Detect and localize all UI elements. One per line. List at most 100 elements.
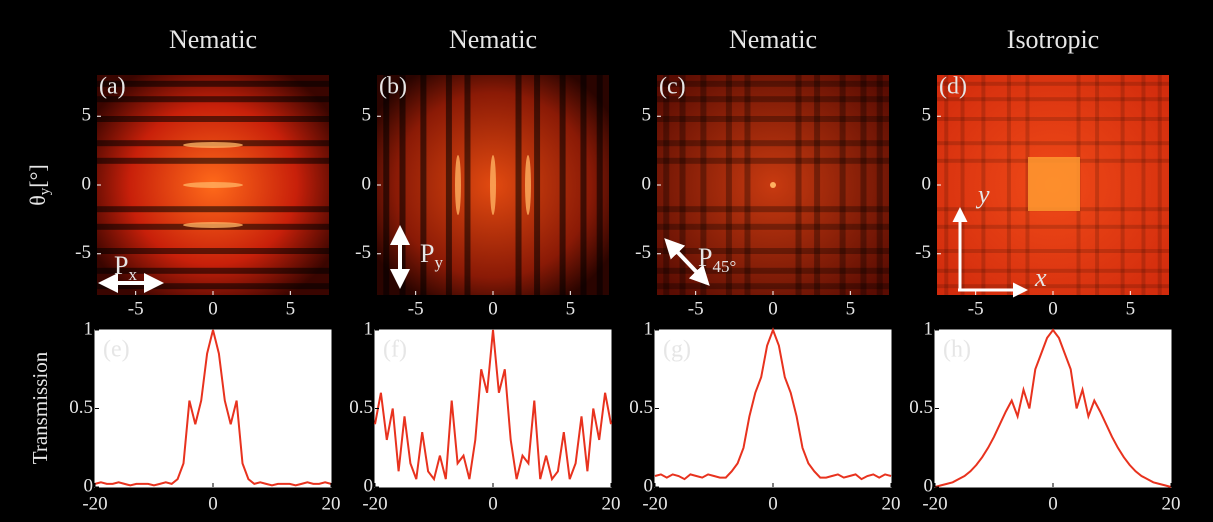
y-axis-label: θy[°] bbox=[25, 164, 53, 206]
panel-label: (f) bbox=[383, 337, 407, 363]
axis-arrow-label: y bbox=[975, 180, 990, 209]
stripe bbox=[814, 75, 821, 295]
fringe bbox=[770, 182, 776, 188]
stripe bbox=[657, 223, 889, 230]
stripe bbox=[1006, 75, 1011, 295]
stripe bbox=[725, 75, 732, 295]
y-tick-label: 0 bbox=[362, 173, 372, 194]
panel-title: Nematic bbox=[729, 25, 817, 54]
y-tick-label: -5 bbox=[635, 242, 651, 263]
fringe bbox=[183, 182, 243, 188]
line bbox=[94, 329, 332, 487]
stripe bbox=[937, 81, 1169, 86]
x-tick-label: 0 bbox=[488, 493, 498, 514]
y-tick-label: 0 bbox=[642, 173, 652, 194]
stripe bbox=[1025, 75, 1030, 295]
stripe bbox=[97, 248, 329, 254]
y-tick-label: -5 bbox=[355, 242, 371, 263]
polarizer-arrow bbox=[664, 238, 710, 286]
stripe bbox=[981, 75, 986, 295]
stripe bbox=[657, 140, 889, 147]
polarizer-sub: 45° bbox=[712, 257, 736, 276]
y-tick-label: 0.5 bbox=[349, 397, 373, 418]
bright-square bbox=[1028, 157, 1080, 211]
y-tick-label: 0 bbox=[84, 475, 94, 496]
line bbox=[654, 327, 892, 481]
stripe bbox=[937, 97, 1169, 102]
plot-frame bbox=[374, 329, 612, 488]
stripe bbox=[657, 80, 889, 87]
stripe bbox=[795, 75, 802, 295]
y-tick-label: 0.5 bbox=[69, 397, 93, 418]
stripe bbox=[657, 283, 889, 290]
stripe bbox=[860, 75, 867, 295]
x-tick-label: 20 bbox=[1162, 493, 1181, 514]
fringe bbox=[490, 155, 496, 215]
fringe bbox=[455, 155, 461, 215]
y-tick-label: 0 bbox=[644, 475, 654, 496]
x-tick-label: 0 bbox=[1048, 493, 1058, 514]
x-tick-label: -20 bbox=[642, 493, 667, 514]
stripe bbox=[1141, 75, 1146, 295]
x-tick-label: -20 bbox=[922, 493, 947, 514]
stripe bbox=[657, 267, 889, 274]
panel-label: (d) bbox=[939, 74, 967, 100]
stripe bbox=[580, 75, 587, 295]
y-tick-label: 0.5 bbox=[909, 397, 933, 418]
stripe bbox=[97, 283, 329, 290]
stripe bbox=[937, 141, 1169, 146]
stripe bbox=[663, 75, 670, 295]
stripe bbox=[657, 157, 889, 164]
stripe bbox=[464, 75, 471, 295]
polarizer-label: Px bbox=[114, 251, 137, 284]
x-tick-label: -5 bbox=[688, 298, 704, 319]
y-axis-label: Transmission bbox=[28, 351, 52, 464]
stripe bbox=[596, 75, 603, 295]
panel-label: (b) bbox=[379, 74, 407, 100]
stripe bbox=[97, 206, 329, 213]
plot-frame bbox=[934, 329, 1172, 488]
panel-title: Isotropic bbox=[1007, 25, 1099, 54]
stripe bbox=[97, 267, 329, 274]
stripe bbox=[937, 249, 1169, 253]
polarizer-sub: y bbox=[434, 253, 443, 272]
stripe bbox=[559, 75, 566, 295]
fringe bbox=[183, 222, 243, 228]
axis-arrow-label: x bbox=[1034, 263, 1047, 292]
y-label-sub: y bbox=[37, 187, 53, 195]
y-label-main: θ bbox=[25, 195, 50, 206]
stripe bbox=[1095, 75, 1100, 295]
x-tick-label: 0 bbox=[488, 298, 498, 319]
x-tick-label: 0 bbox=[1048, 298, 1058, 319]
stripe bbox=[937, 268, 1169, 273]
x-tick-label: 5 bbox=[1126, 298, 1136, 319]
polarizer-main: P bbox=[420, 239, 434, 268]
stripe bbox=[445, 75, 452, 295]
stripe bbox=[657, 116, 889, 122]
y-tick-label: 0 bbox=[922, 173, 932, 194]
y-tick-label: 5 bbox=[362, 105, 372, 126]
y-tick-label: 0 bbox=[82, 173, 92, 194]
x-tick-label: 5 bbox=[286, 298, 296, 319]
x-tick-label: 20 bbox=[882, 493, 901, 514]
polarizer-label: P45° bbox=[698, 243, 736, 276]
x-tick-label: 0 bbox=[768, 493, 778, 514]
stripe bbox=[534, 75, 541, 295]
x-tick-label: 5 bbox=[566, 298, 576, 319]
x-tick-label: -20 bbox=[362, 493, 387, 514]
x-tick-label: 5 bbox=[846, 298, 856, 319]
stripe bbox=[420, 75, 427, 295]
stripe bbox=[937, 284, 1169, 289]
stripe bbox=[937, 117, 1169, 121]
polarizer-sub: x bbox=[128, 265, 137, 284]
panel-label: (h) bbox=[943, 337, 971, 363]
polarizer-label: Py bbox=[420, 239, 443, 272]
panel-label: (e) bbox=[103, 337, 130, 363]
polarizer-main: P bbox=[114, 251, 128, 280]
panel-title: Nematic bbox=[449, 25, 537, 54]
panel-label: (c) bbox=[659, 74, 686, 100]
x-tick-label: -5 bbox=[968, 298, 984, 319]
plot-frame bbox=[654, 329, 892, 488]
